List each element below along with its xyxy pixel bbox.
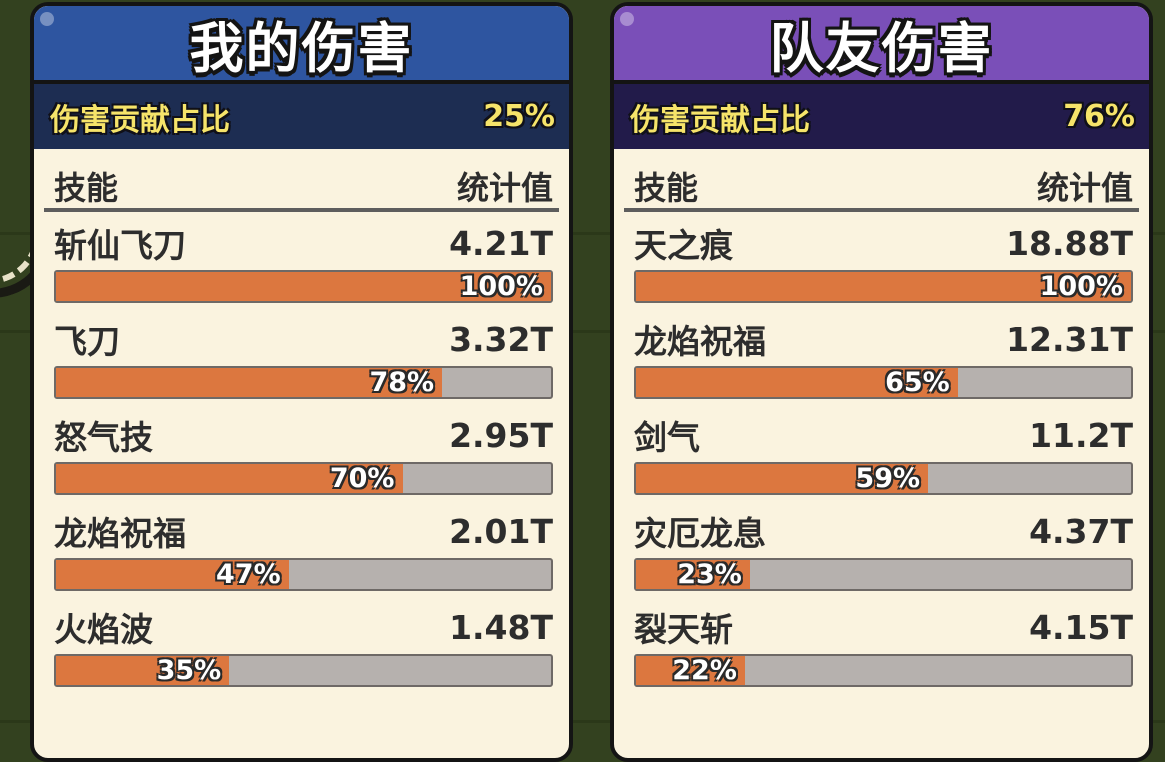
background-stripe bbox=[0, 720, 1165, 723]
damage-percent: 59% bbox=[855, 463, 921, 494]
damage-bar: 100% bbox=[54, 270, 553, 303]
skill-row: 裂天斩 4.15T 22% bbox=[634, 596, 1133, 692]
skill-value: 4.15T bbox=[1029, 607, 1133, 647]
damage-percent: 22% bbox=[672, 655, 737, 686]
damage-bar-fill: 78% bbox=[56, 367, 443, 398]
skill-row: 斩仙飞刀 4.21T 100% bbox=[54, 212, 553, 308]
panel-title: 队友伤害 bbox=[769, 16, 994, 80]
damage-share-value: 76% bbox=[1063, 99, 1135, 134]
damage-bar-fill: 65% bbox=[636, 367, 958, 398]
column-header: 技能 统计值 bbox=[44, 163, 559, 212]
skill-name: 剑气 bbox=[634, 418, 700, 457]
skill-name: 龙焰祝福 bbox=[634, 322, 766, 361]
skill-value: 2.01T bbox=[449, 511, 553, 551]
panel-title: 我的伤害 bbox=[189, 16, 414, 80]
damage-bar-fill: 47% bbox=[56, 559, 289, 590]
damage-bar-fill: 59% bbox=[636, 463, 929, 494]
damage-bar-fill: 23% bbox=[636, 559, 750, 590]
background-stripe bbox=[0, 330, 1165, 333]
teammate-damage-panel: 队友伤害 伤害贡献占比 76% 技能 统计值 天之痕 18.88T 100% 龙焰… bbox=[610, 2, 1153, 762]
damage-percent: 65% bbox=[885, 367, 950, 398]
column-header: 技能 统计值 bbox=[624, 163, 1139, 212]
panel-title-bar: 我的伤害 bbox=[34, 6, 569, 84]
damage-share-row: 伤害贡献占比 76% bbox=[614, 84, 1149, 149]
skill-row: 天之痕 18.88T 100% bbox=[634, 212, 1133, 308]
title-shine-decoration bbox=[620, 12, 634, 26]
damage-bar-fill: 22% bbox=[636, 655, 745, 686]
damage-percent: 70% bbox=[329, 463, 395, 494]
damage-bar-fill: 70% bbox=[56, 463, 403, 494]
column-header-stat: 统计值 bbox=[456, 168, 553, 207]
damage-bar: 47% bbox=[54, 558, 553, 591]
skill-list[interactable]: 天之痕 18.88T 100% 龙焰祝福 12.31T 65% 剑气 11.2T 59… bbox=[614, 212, 1149, 692]
damage-bar-fill: 100% bbox=[56, 271, 551, 302]
skill-value: 3.32T bbox=[449, 319, 553, 359]
damage-share-row: 伤害贡献占比 25% bbox=[34, 84, 569, 149]
skill-row: 火焰波 1.48T 35% bbox=[54, 596, 553, 692]
damage-bar: 35% bbox=[54, 654, 553, 687]
skill-value: 4.21T bbox=[449, 223, 553, 263]
skill-row: 龙焰祝福 12.31T 65% bbox=[634, 308, 1133, 404]
skill-name: 斩仙飞刀 bbox=[54, 226, 186, 265]
damage-share-label: 伤害贡献占比 bbox=[50, 102, 230, 138]
panel-title-bar: 队友伤害 bbox=[614, 6, 1149, 84]
skill-value: 4.37T bbox=[1029, 511, 1133, 551]
my-damage-panel: 我的伤害 伤害贡献占比 25% 技能 统计值 斩仙飞刀 4.21T 100% 飞刀… bbox=[30, 2, 573, 762]
damage-bar: 59% bbox=[634, 462, 1133, 495]
damage-bar: 70% bbox=[54, 462, 553, 495]
damage-percent: 78% bbox=[369, 367, 435, 398]
title-shine-decoration bbox=[40, 12, 54, 26]
column-header-stat: 统计值 bbox=[1036, 168, 1133, 207]
damage-percent: 100% bbox=[459, 271, 543, 302]
damage-percent: 35% bbox=[156, 655, 222, 686]
damage-percent: 23% bbox=[677, 559, 742, 590]
skill-row: 龙焰祝福 2.01T 47% bbox=[54, 500, 553, 596]
skill-name: 灾厄龙息 bbox=[634, 514, 766, 553]
column-header-skill: 技能 bbox=[54, 168, 119, 207]
damage-bar: 100% bbox=[634, 270, 1133, 303]
skill-name: 飞刀 bbox=[54, 322, 120, 361]
skill-value: 11.2T bbox=[1029, 415, 1133, 455]
skill-row: 剑气 11.2T 59% bbox=[634, 404, 1133, 500]
skill-value: 12.31T bbox=[1006, 319, 1133, 359]
damage-share-value: 25% bbox=[483, 99, 555, 134]
skill-value: 2.95T bbox=[449, 415, 553, 455]
background-stripe bbox=[0, 232, 1165, 235]
skill-row: 灾厄龙息 4.37T 23% bbox=[634, 500, 1133, 596]
damage-bar: 65% bbox=[634, 366, 1133, 399]
skill-value: 1.48T bbox=[449, 607, 553, 647]
damage-share-label: 伤害贡献占比 bbox=[630, 102, 810, 138]
skill-row: 怒气技 2.95T 70% bbox=[54, 404, 553, 500]
skill-name: 天之痕 bbox=[634, 226, 733, 265]
column-header-skill: 技能 bbox=[634, 168, 699, 207]
damage-bar: 22% bbox=[634, 654, 1133, 687]
skill-value: 18.88T bbox=[1006, 223, 1133, 263]
damage-bar-fill: 100% bbox=[636, 271, 1131, 302]
damage-bar: 23% bbox=[634, 558, 1133, 591]
skill-name: 火焰波 bbox=[54, 610, 153, 649]
skill-row: 飞刀 3.32T 78% bbox=[54, 308, 553, 404]
damage-bar: 78% bbox=[54, 366, 553, 399]
skill-name: 龙焰祝福 bbox=[54, 514, 186, 553]
damage-percent: 100% bbox=[1039, 271, 1123, 302]
damage-percent: 47% bbox=[216, 559, 281, 590]
damage-bar-fill: 35% bbox=[56, 655, 230, 686]
skill-name: 裂天斩 bbox=[634, 610, 733, 649]
skill-name: 怒气技 bbox=[54, 418, 153, 457]
skill-list[interactable]: 斩仙飞刀 4.21T 100% 飞刀 3.32T 78% 怒气技 2.95T 70% … bbox=[34, 212, 569, 692]
